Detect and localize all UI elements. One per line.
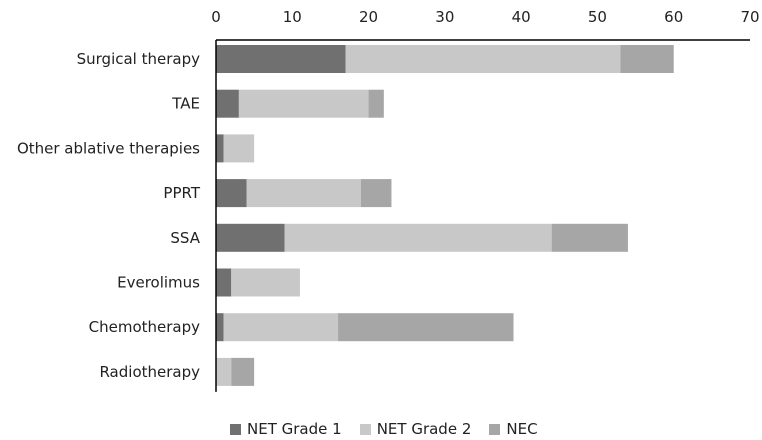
bar-segment <box>368 89 384 118</box>
legend-swatch <box>489 423 501 435</box>
bar-segment <box>238 89 369 118</box>
bar-segment <box>216 223 285 252</box>
legend-label: NEC <box>506 420 538 438</box>
category-label: PPRT <box>163 184 200 202</box>
x-tick-label: 0 <box>211 8 221 26</box>
x-tick-label: 30 <box>435 8 454 26</box>
category-label: Everolimus <box>117 274 200 292</box>
bar-segment <box>216 179 247 208</box>
category-label: Chemotherapy <box>89 318 200 336</box>
legend-swatch <box>230 423 241 435</box>
x-tick-label: 40 <box>512 8 531 26</box>
bar-segment <box>231 268 300 297</box>
x-tick-label: 10 <box>283 8 302 26</box>
x-axis-ticks: 0 10 20 30 40 50 60 70 <box>211 8 759 26</box>
bar-segment <box>231 357 255 386</box>
bar-segment <box>223 313 339 342</box>
bar-segment <box>216 45 346 73</box>
bar-segment <box>284 223 552 252</box>
bar-segment <box>620 45 674 73</box>
bar-segment <box>360 179 392 208</box>
category-label: SSA <box>170 229 200 247</box>
category-label: Radiotherapy <box>99 363 200 381</box>
legend-label: NET Grade 2 <box>376 420 472 438</box>
x-tick-label: 50 <box>588 8 607 26</box>
bar-segment <box>216 313 224 342</box>
legend-item: NEC <box>489 420 538 438</box>
category-label: Surgical therapy <box>77 50 200 68</box>
legend-label: NET Grade 1 <box>247 420 342 438</box>
bar-segment <box>338 313 514 342</box>
bar-segment <box>216 268 232 297</box>
bar-segment <box>246 179 361 208</box>
legend-swatch <box>359 423 371 435</box>
bar-segment <box>216 134 224 163</box>
bar-segment <box>223 134 255 163</box>
legend-item: NET Grade 2 <box>359 420 472 438</box>
category-labels: Surgical therapy TAE Other ablative therap… <box>17 50 201 381</box>
bar-segment <box>216 357 232 386</box>
legend-item: NET Grade 1 <box>230 420 342 438</box>
bar-segment <box>216 89 239 118</box>
bar-segment <box>551 223 628 252</box>
stacked-bar-chart: 0 10 20 30 40 50 60 70 Surgical therapy TAE Other… <box>17 8 760 392</box>
category-label: Other ablative therapies <box>17 139 200 157</box>
x-tick-label: 70 <box>740 8 759 26</box>
legend: NET Grade 1 NET Grade 2 NEC <box>0 420 762 440</box>
category-label: TAE <box>171 95 200 113</box>
bars <box>216 45 674 386</box>
legend-row: NET Grade 1 NET Grade 2 NEC <box>230 420 556 438</box>
x-tick-label: 20 <box>359 8 378 26</box>
bar-segment <box>345 45 621 73</box>
x-tick-label: 60 <box>664 8 683 26</box>
